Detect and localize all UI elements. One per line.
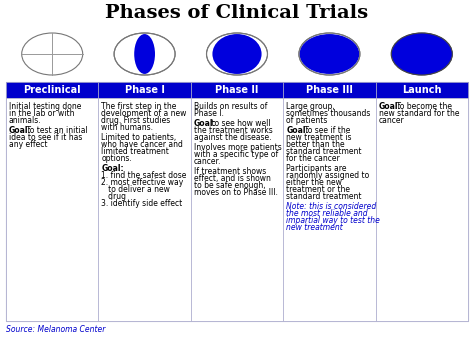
Text: impartial way to test the: impartial way to test the <box>286 216 380 225</box>
Text: drug: drug <box>101 192 127 201</box>
Text: To see if the: To see if the <box>301 126 350 135</box>
Bar <box>283 98 375 321</box>
Text: Involves more patients: Involves more patients <box>194 143 282 152</box>
Text: of patients: of patients <box>286 116 328 125</box>
Text: to see how well: to see how well <box>209 119 271 128</box>
Ellipse shape <box>392 33 452 75</box>
Text: with humans.: with humans. <box>101 123 154 132</box>
Text: cancer.: cancer. <box>194 157 221 166</box>
Bar <box>191 98 283 321</box>
Text: Goal:: Goal: <box>286 126 309 135</box>
Ellipse shape <box>212 34 262 74</box>
Text: Initial testing done: Initial testing done <box>9 102 82 111</box>
Text: Preclinical: Preclinical <box>23 85 81 95</box>
Text: limited treatment: limited treatment <box>101 147 169 156</box>
Bar <box>99 98 191 321</box>
Text: Participants are: Participants are <box>286 164 346 173</box>
Ellipse shape <box>299 33 360 75</box>
Text: to be safe enough,: to be safe enough, <box>194 181 265 190</box>
Text: Phase III: Phase III <box>306 85 353 95</box>
Text: the most reliable and: the most reliable and <box>286 209 368 218</box>
Text: who have cancer and: who have cancer and <box>101 140 183 149</box>
Text: to deliver a new: to deliver a new <box>101 185 170 194</box>
Text: either the new: either the new <box>286 178 342 187</box>
Text: for the cancer: for the cancer <box>286 154 340 163</box>
Text: new treatment: new treatment <box>286 223 343 232</box>
Text: new standard for the: new standard for the <box>379 109 459 118</box>
Ellipse shape <box>207 33 267 75</box>
Text: Launch: Launch <box>402 85 442 95</box>
Text: new treatment is: new treatment is <box>286 133 352 142</box>
Text: randomly assigned to: randomly assigned to <box>286 171 369 180</box>
Text: Phases of Clinical Trials: Phases of Clinical Trials <box>105 4 369 22</box>
Bar <box>191 82 283 98</box>
Text: Source: Melanoma Center: Source: Melanoma Center <box>6 325 105 334</box>
Bar <box>6 82 99 98</box>
Text: idea to see if it has: idea to see if it has <box>9 133 82 142</box>
Text: Phase II: Phase II <box>215 85 259 95</box>
Text: cancer: cancer <box>379 116 404 125</box>
Text: animals.: animals. <box>9 116 42 125</box>
Ellipse shape <box>114 33 175 75</box>
Ellipse shape <box>300 34 359 74</box>
Ellipse shape <box>392 33 452 75</box>
Text: any effect: any effect <box>9 140 47 149</box>
Bar <box>283 82 375 98</box>
Text: Note: this is considered: Note: this is considered <box>286 202 376 211</box>
Text: Goal:: Goal: <box>379 102 401 111</box>
Ellipse shape <box>22 33 82 75</box>
Text: 1. find the safest dose: 1. find the safest dose <box>101 171 187 180</box>
Text: effect, and is shown: effect, and is shown <box>194 174 271 183</box>
Text: Large group,: Large group, <box>286 102 335 111</box>
Text: Phase I.: Phase I. <box>194 109 224 118</box>
Bar <box>375 82 468 98</box>
Text: If treatment shows: If treatment shows <box>194 167 266 176</box>
Text: Goal:: Goal: <box>9 126 32 135</box>
Text: options.: options. <box>101 154 132 163</box>
Text: against the disease.: against the disease. <box>194 133 271 142</box>
Text: Limited to patients,: Limited to patients, <box>101 133 177 142</box>
Text: treatment or the: treatment or the <box>286 185 350 194</box>
Text: standard treatment: standard treatment <box>286 147 362 156</box>
Bar <box>99 82 191 98</box>
Text: Builds on results of: Builds on results of <box>194 102 267 111</box>
Text: standard treatment: standard treatment <box>286 192 362 201</box>
Text: moves on to Phase III.: moves on to Phase III. <box>194 188 278 197</box>
Text: To become the: To become the <box>394 102 452 111</box>
Text: 3. identify side effect: 3. identify side effect <box>101 199 182 208</box>
Text: Goal:: Goal: <box>101 164 124 173</box>
Text: better than the: better than the <box>286 140 345 149</box>
Text: To test an initial: To test an initial <box>24 126 88 135</box>
Text: with a specific type of: with a specific type of <box>194 150 278 159</box>
Bar <box>6 82 468 321</box>
Text: sometimes thousands: sometimes thousands <box>286 109 371 118</box>
Text: development of a new: development of a new <box>101 109 187 118</box>
Text: drug. First studies: drug. First studies <box>101 116 171 125</box>
Bar <box>375 98 468 321</box>
Text: Goal:: Goal: <box>194 119 217 128</box>
Text: Phase I: Phase I <box>125 85 164 95</box>
Text: 2. most effective way: 2. most effective way <box>101 178 183 187</box>
Text: The first step in the: The first step in the <box>101 102 177 111</box>
Text: in the lab or with: in the lab or with <box>9 109 74 118</box>
Text: the treatment works: the treatment works <box>194 126 273 135</box>
Ellipse shape <box>134 34 155 74</box>
Bar <box>6 98 99 321</box>
